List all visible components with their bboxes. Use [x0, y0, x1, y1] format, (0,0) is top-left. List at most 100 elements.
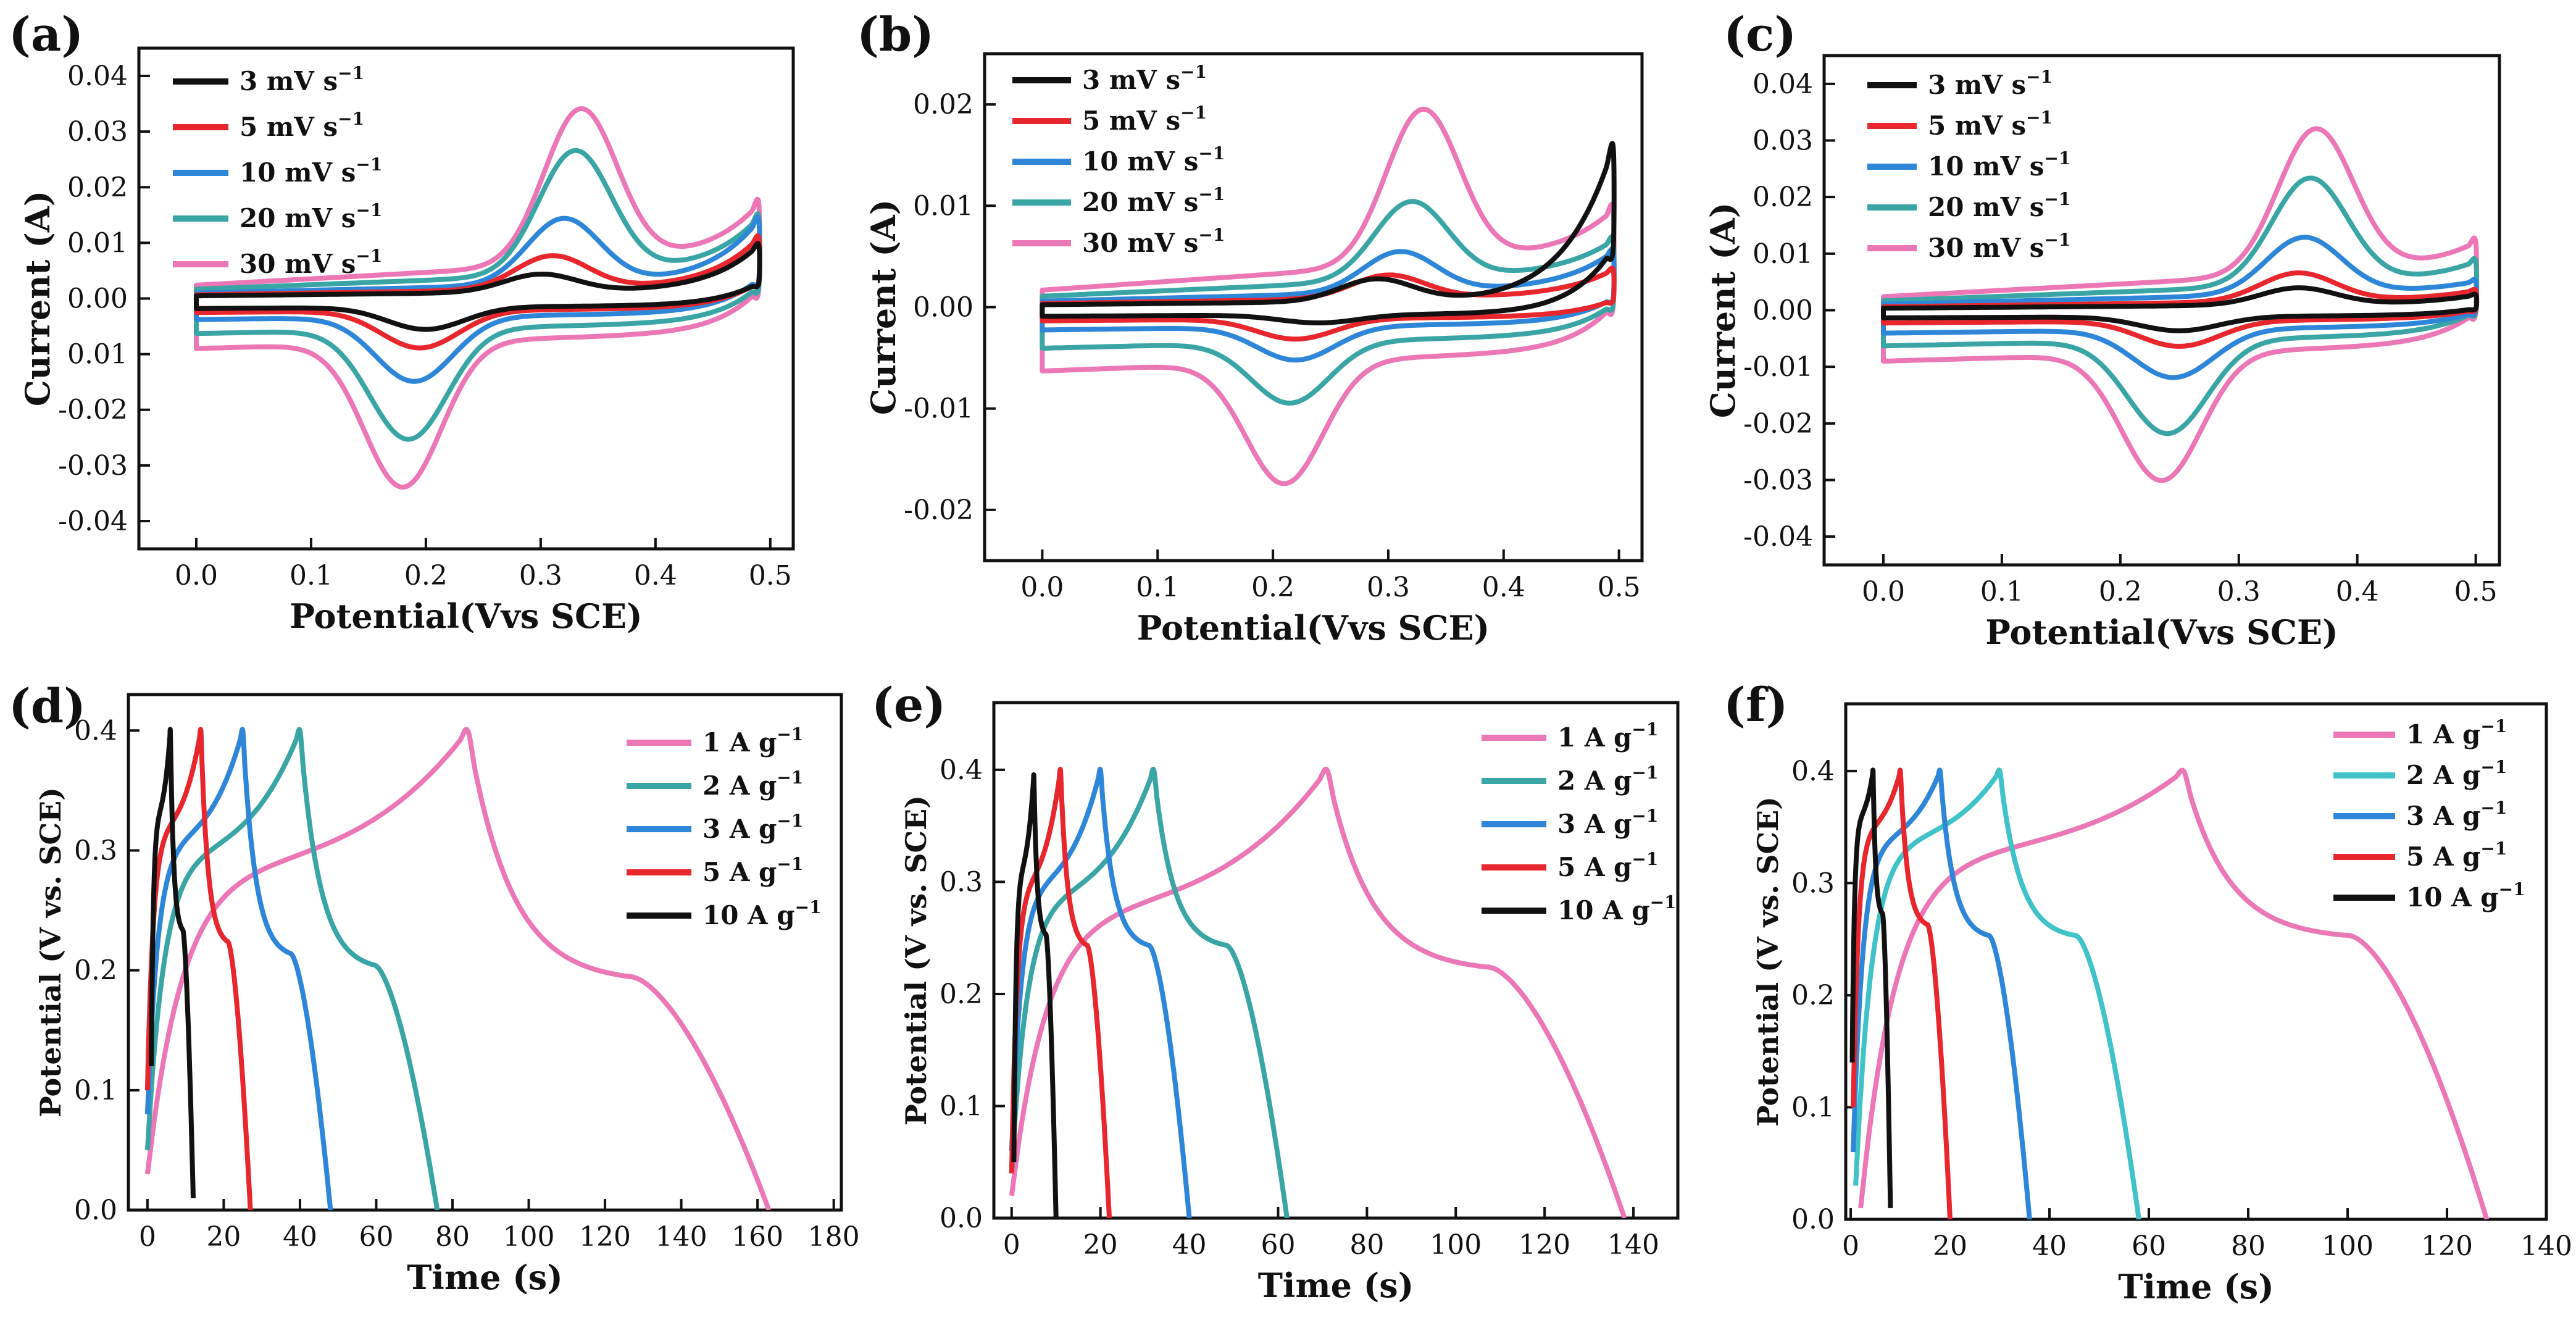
- panel-d-series-5-a-g-1: [144, 727, 253, 1210]
- panel-d-ytick-label: 0.4: [74, 715, 117, 746]
- panel-e-legend-label: 2 A g−1: [1557, 762, 1658, 796]
- panel-f-legend-label: 5 A g−1: [2406, 838, 2507, 872]
- panel-e-xtick-label: 0: [1003, 1229, 1020, 1261]
- panel-a-xlabel: Potential(Vvs SCE): [290, 596, 642, 636]
- panel-f-xtick-label: 100: [2322, 1230, 2374, 1262]
- panel-c-xlabel: Potential(Vvs SCE): [1985, 612, 2338, 652]
- panel-e-xtick-label: 120: [1519, 1229, 1570, 1261]
- panel-e-xtick-label: 40: [1172, 1229, 1207, 1261]
- panel-e-legend-label: 1 A g−1: [1557, 719, 1658, 753]
- panel-a-legend-label: 3 mV s−1: [240, 63, 364, 96]
- panel-a-ytick-label: 0.00: [67, 283, 128, 315]
- panel-b-ytick-label: 0.02: [913, 89, 973, 120]
- panel-e-legend-label: 10 A g−1: [1557, 892, 1677, 925]
- panel-d-xtick-label: 180: [808, 1221, 860, 1253]
- panel-b-xtick-label: 0.4: [1482, 572, 1525, 603]
- panel-b-ytick-label: 0.00: [913, 292, 973, 324]
- panel-d-xtick-label: 120: [579, 1221, 631, 1253]
- panel-e-xtick-label: 20: [1083, 1229, 1118, 1261]
- panel-b-letter: (b): [857, 7, 934, 62]
- panel-c-xtick-label: 0.5: [2454, 576, 2498, 608]
- panel-e-ytick-label: 0.4: [940, 754, 983, 786]
- panel-f-letter: (f): [1724, 677, 1788, 732]
- panel-c: -0.04 -0.03 -0.02 -0.01 0.00 0.01 0.02 0.03 0.04…: [1703, 7, 2501, 652]
- panel-f-xtick-label: 60: [2132, 1230, 2166, 1262]
- panel-d-xtick-label: 0: [139, 1221, 156, 1253]
- panel-e-letter: (e): [872, 677, 946, 732]
- panel-e-legend-label: 5 A g−1: [1557, 849, 1658, 882]
- panel-f: 0.0 0.1 0.2 0.3 0.4 0 20 40 60 80 100 120 140 Time (s…: [1724, 677, 2572, 1306]
- panel-e-ytick-label: 0.3: [940, 866, 983, 898]
- panel-b-legend-label: 30 mV s−1: [1082, 225, 1225, 258]
- panel-d-legend-label: 5 A g−1: [702, 854, 803, 887]
- panel-a-letter: (a): [9, 7, 83, 62]
- panel-b-series-3-mv-s-1: [1040, 141, 1617, 326]
- panel-c-series-group: [1881, 126, 2480, 483]
- panel-b-xtick-label: 0.0: [1020, 572, 1064, 603]
- panel-e-ytick-label: 0.0: [940, 1203, 983, 1234]
- panel-b-legend-label: 10 mV s−1: [1082, 143, 1225, 177]
- panel-b-ytick-label: 0.01: [913, 190, 973, 222]
- panel-d-series-2-a-g-1: [144, 727, 440, 1210]
- panel-a-frame: [137, 46, 795, 551]
- panel-e-ytick-label: 0.2: [940, 979, 983, 1010]
- panel-a-series-3-mv-s-1: [194, 241, 762, 332]
- panel-c-xtick-label: 0.2: [2099, 576, 2142, 608]
- panel-b-xtick-label: 0.2: [1251, 572, 1294, 603]
- panel-e-series-1-a-g-1: [1009, 766, 1627, 1218]
- panel-f-ytick-label: 0.4: [1791, 756, 1835, 787]
- panel-e-xtick-label: 60: [1261, 1229, 1295, 1261]
- panel-d-series-3-a-g-1: [144, 727, 333, 1210]
- panel-d-xtick-label: 20: [206, 1221, 241, 1253]
- panel-e-legend-label: 3 A g−1: [1557, 806, 1658, 839]
- panel-a-legend-label: 5 mV s−1: [240, 109, 364, 142]
- panel-d-xtick-label: 100: [503, 1221, 555, 1253]
- panel-d-ytick-label: 0.3: [74, 835, 117, 866]
- panel-b-legend-label: 20 mV s−1: [1082, 184, 1225, 217]
- panel-e-xtick-label: 140: [1607, 1229, 1659, 1261]
- panel-a-ytick-label: -0.03: [58, 450, 128, 482]
- panel-e-xtick-label: 80: [1349, 1229, 1384, 1261]
- panel-c-ytick-label: 0.00: [1753, 295, 1813, 327]
- panel-f-legend-label: 1 A g−1: [2406, 716, 2507, 750]
- panel-f-xlabel: Time (s): [2118, 1267, 2274, 1306]
- panel-a: -0.04 -0.03 -0.02 0.01 0.00 0.01 0.02 0.03 0.04 0…: [9, 7, 795, 636]
- panel-f-ytick-label: 0.0: [1791, 1204, 1835, 1235]
- panel-b-ytick-label: -0.01: [904, 393, 973, 425]
- panel-c-letter: (c): [1724, 7, 1796, 62]
- panel-f-ylabel: Potential (V vs. SCE): [1751, 796, 1785, 1127]
- panel-d-xlabel: Time (s): [407, 1258, 563, 1297]
- panel-f-series-3-a-g-1: [1851, 767, 2032, 1219]
- panel-c-xtick-label: 0.1: [1980, 576, 2024, 608]
- panel-a-ytick-label: 0.01: [67, 227, 128, 259]
- panel-b-ytick-label: -0.02: [904, 495, 973, 526]
- panel-b: -0.02 -0.01 0.00 0.01 0.02 0.0 0.1 0.2 0.3 0.4 0.5…: [857, 7, 1644, 648]
- panel-d-xtick-label: 140: [656, 1221, 707, 1253]
- panel-d-xtick-label: 40: [283, 1221, 317, 1253]
- panel-b-xlabel: Potential(Vvs SCE): [1137, 608, 1490, 648]
- panel-a-xtick-label: 0.1: [290, 560, 333, 591]
- panel-c-xtick-label: 0.0: [1862, 576, 1905, 608]
- panel-a-ytick-label: -0.04: [58, 506, 128, 537]
- panel-f-xtick-label: 80: [2231, 1230, 2265, 1262]
- panel-c-legend-label: 30 mV s−1: [1928, 230, 2070, 263]
- panel-b-legend-label: 3 mV s−1: [1082, 62, 1207, 95]
- panel-d-frame: [127, 693, 843, 1212]
- panel-a-xtick-label: 0.2: [404, 560, 448, 591]
- panel-a-series-group: [194, 106, 762, 490]
- panel-b-series-group: [1040, 106, 1617, 487]
- panel-f-series-group: [1849, 767, 2490, 1219]
- panel-f-legend-label: 10 A g−1: [2406, 879, 2525, 912]
- panel-f-series-1-a-g-1: [1858, 767, 2490, 1219]
- panel-e-xlabel: Time (s): [1258, 1266, 1414, 1305]
- panel-b-xtick-label: 0.5: [1598, 572, 1641, 603]
- panel-a-xtick-label: 0.4: [634, 560, 677, 591]
- panel-f-legend-label: 3 A g−1: [2406, 798, 2507, 831]
- panel-d-series-10-a-g-1: [149, 727, 196, 1198]
- panel-a-ytick-label: -0.02: [58, 395, 128, 426]
- panel-e-ylabel: Potential (V vs. SCE): [899, 795, 933, 1125]
- panel-f-ytick-label: 0.3: [1791, 867, 1835, 899]
- panel-d-legend-label: 3 A g−1: [702, 811, 803, 844]
- panel-c-series-3-mv-s-1: [1881, 285, 2480, 333]
- panel-e-series-3-a-g-1: [1009, 766, 1192, 1218]
